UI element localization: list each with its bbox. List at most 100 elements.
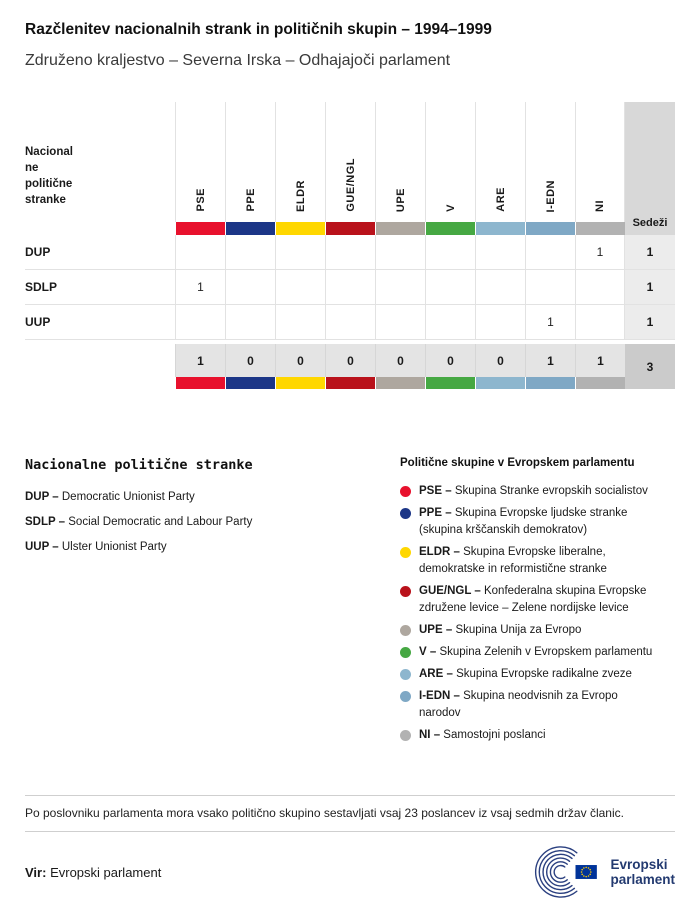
- legend-group-item: GUE/NGL – Konfederalna skupina Evropske …: [400, 583, 675, 617]
- group-color-bar: [525, 377, 575, 389]
- group-color-bar: [475, 377, 525, 389]
- group-column-header: PSE: [175, 102, 225, 222]
- value-cell: [425, 235, 475, 269]
- group-color-bar: [225, 377, 275, 389]
- value-cell: [175, 235, 225, 269]
- group-column-header: I-EDN: [525, 102, 575, 222]
- party-name: UUP: [25, 315, 51, 329]
- divider: [25, 831, 675, 832]
- group-color-bar: [275, 222, 325, 235]
- group-color-dot: [400, 486, 411, 497]
- total-cell: 1: [525, 344, 575, 377]
- value-cell: [375, 305, 425, 339]
- value-cell: [325, 305, 375, 339]
- value-cell: [475, 305, 525, 339]
- group-color-dot: [400, 730, 411, 741]
- source-text: Evropski parlament: [50, 864, 162, 880]
- parties-column-header-label: Nacional ne politične stranke: [25, 146, 73, 206]
- value-cell: [375, 235, 425, 269]
- footer: Vir: Evropski parlament: [25, 846, 675, 898]
- total-cell: 0: [425, 344, 475, 377]
- group-column-header: GUE/NGL: [325, 102, 375, 222]
- national-parties-legend: Nacionalne politične stranke DUP – Democ…: [25, 457, 400, 749]
- legend-group-item: NI – Samostojni poslanci: [400, 727, 675, 744]
- value-cell: [325, 235, 375, 269]
- totals-number-row: 1 0 0 0 0 0 0 1 1: [175, 344, 625, 377]
- table-row: UUP 1 1: [25, 305, 675, 340]
- value-cell: [375, 270, 425, 304]
- total-cell: 0: [375, 344, 425, 377]
- legends: Nacionalne politične stranke DUP – Democ…: [25, 457, 675, 749]
- results-table: Nacional ne politične stranke PSE PPE EL…: [25, 102, 675, 389]
- table-header-left: Nacional ne politične stranke PSE PPE EL…: [25, 102, 625, 235]
- group-column-header: NI: [575, 102, 625, 222]
- national-parties-legend-title: Nacionalne politične stranke: [25, 457, 253, 473]
- spacer: [25, 344, 175, 389]
- table-row: SDLP 1 1: [25, 270, 675, 305]
- group-column-header: ARE: [475, 102, 525, 222]
- seats-column-header: Sedeži: [625, 102, 675, 235]
- value-cell: 1: [175, 270, 225, 304]
- value-cell: [425, 305, 475, 339]
- page-title: Razčlenitev nacionalnih strank in politi…: [25, 21, 492, 38]
- political-groups-legend-title: Politične skupine v Evropskem parlamentu: [400, 457, 635, 469]
- totals-values: 1 0 0 0 0 0 0 1 1: [175, 344, 625, 389]
- group-column-header: PPE: [225, 102, 275, 222]
- total-cell: 0: [275, 344, 325, 377]
- page-subtitle: Združeno kraljestvo – Severna Irska – Od…: [25, 52, 451, 69]
- legend-group-item: ELDR – Skupina Evropske liberalne, demok…: [400, 544, 675, 578]
- parties-column-header: Nacional ne politične stranke: [25, 102, 175, 222]
- value-cell: [225, 270, 275, 304]
- total-cell: 1: [175, 344, 225, 377]
- group-color-bar: [375, 377, 425, 389]
- total-cell: 0: [325, 344, 375, 377]
- group-color-dot: [400, 586, 411, 597]
- value-cell: 1: [575, 235, 625, 269]
- total-cell: 1: [575, 344, 625, 377]
- eu-flag: [575, 865, 598, 879]
- value-cell: [225, 305, 275, 339]
- table-row: DUP 1 1: [25, 235, 675, 270]
- totals-color-bar-row: [175, 377, 625, 389]
- ep-logo: Evropski parlament: [534, 846, 675, 898]
- ep-logo-text: Evropski parlament: [610, 857, 675, 887]
- group-header-row: Nacional ne politične stranke PSE PPE EL…: [25, 102, 625, 222]
- legend-party-item: SDLP – Social Democratic and Labour Part…: [25, 516, 253, 528]
- value-cell: 1: [525, 305, 575, 339]
- group-color-bar: [175, 377, 225, 389]
- seats-cell: 1: [625, 270, 675, 304]
- divider: [25, 795, 675, 796]
- footnote: Po poslovniku parlamenta mora vsako poli…: [25, 806, 624, 820]
- group-color-bar: [525, 222, 575, 235]
- value-cell: [225, 235, 275, 269]
- source-line: Vir: Evropski parlament: [25, 865, 161, 880]
- group-color-bar-row: [25, 222, 625, 235]
- total-seats-cell: 3: [625, 344, 675, 389]
- value-cell: [475, 270, 525, 304]
- group-color-dot: [400, 547, 411, 558]
- group-color-dot: [400, 508, 411, 519]
- group-color-bar: [575, 377, 625, 389]
- group-column-header: UPE: [375, 102, 425, 222]
- legend-group-item: V – Skupina Zelenih v Evropskem parlamen…: [400, 644, 675, 661]
- value-cell: [425, 270, 475, 304]
- legend-party-item: DUP – Democratic Unionist Party: [25, 491, 195, 503]
- group-color-bar: [375, 222, 425, 235]
- value-cell: [575, 270, 625, 304]
- legend-group-item: UPE – Skupina Unija za Evropo: [400, 622, 675, 639]
- group-color-bar: [325, 222, 375, 235]
- group-color-dot: [400, 691, 411, 702]
- value-cell: [275, 235, 325, 269]
- group-color-dot: [400, 669, 411, 680]
- group-color-bar: [225, 222, 275, 235]
- group-color-bar: [575, 222, 625, 235]
- legend-group-item: PPE – Skupina Evropske ljudske stranke (…: [400, 505, 675, 539]
- table-header: Nacional ne politične stranke PSE PPE EL…: [25, 102, 675, 235]
- value-cell: [275, 270, 325, 304]
- party-name: SDLP: [25, 280, 58, 294]
- value-cell: [175, 305, 225, 339]
- totals-row: 1 0 0 0 0 0 0 1 1: [25, 344, 675, 389]
- group-color-dot: [400, 647, 411, 658]
- legend-group-item: ARE – Skupina Evropske radikalne zveze: [400, 666, 675, 683]
- seats-cell: 1: [625, 235, 675, 269]
